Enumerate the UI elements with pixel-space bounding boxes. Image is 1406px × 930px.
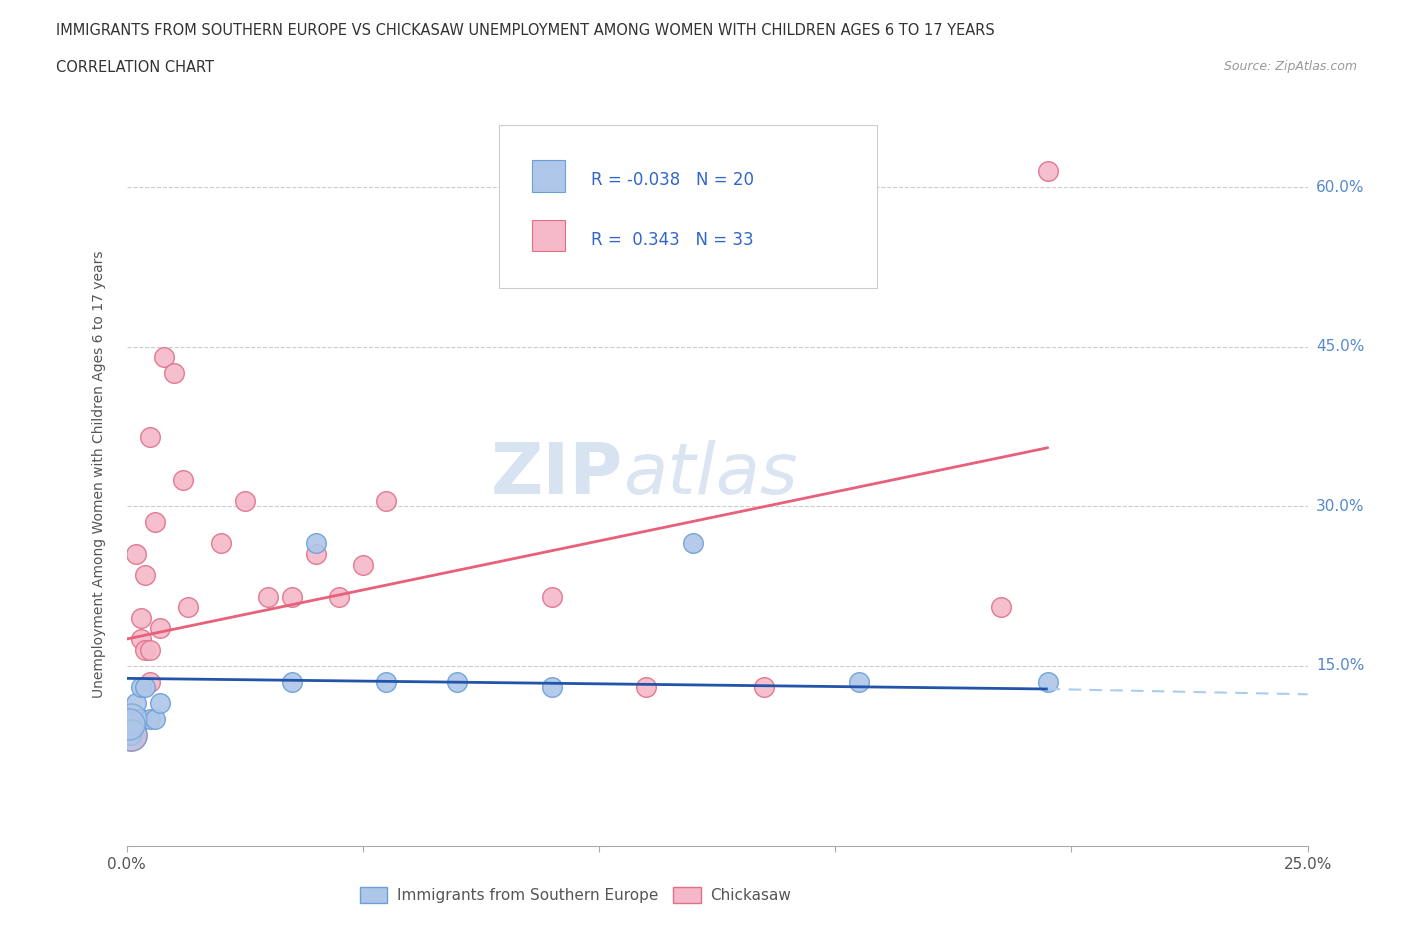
Text: atlas: atlas <box>623 440 797 509</box>
Point <box>120 727 142 742</box>
Point <box>304 547 326 562</box>
Point <box>754 680 776 695</box>
Point <box>125 547 148 562</box>
Point <box>120 722 142 737</box>
Bar <box>531 219 565 251</box>
Point <box>1036 164 1059 179</box>
Bar <box>531 160 565 192</box>
Point <box>540 680 562 695</box>
Text: 30.0%: 30.0% <box>1316 498 1364 513</box>
Point <box>375 674 398 689</box>
FancyBboxPatch shape <box>499 125 876 288</box>
Point <box>129 711 152 726</box>
Point <box>129 631 152 646</box>
Text: R = -0.038   N = 20: R = -0.038 N = 20 <box>591 171 754 190</box>
Point <box>233 494 256 509</box>
Point <box>134 680 156 695</box>
Point <box>129 610 152 625</box>
Point <box>139 643 162 658</box>
Point <box>125 696 148 711</box>
Text: Source: ZipAtlas.com: Source: ZipAtlas.com <box>1223 60 1357 73</box>
Point <box>446 674 468 689</box>
Point <box>375 494 398 509</box>
Point <box>990 600 1012 615</box>
Point <box>120 727 142 742</box>
Point <box>540 589 562 604</box>
Point <box>129 680 152 695</box>
Point <box>120 727 142 742</box>
Point <box>120 717 142 732</box>
Point <box>149 621 172 636</box>
Point <box>281 589 304 604</box>
Point <box>125 711 148 726</box>
Point <box>134 643 156 658</box>
Text: ZIP: ZIP <box>491 440 623 509</box>
Text: CORRELATION CHART: CORRELATION CHART <box>56 60 214 75</box>
Point <box>163 365 186 380</box>
Point <box>1036 674 1059 689</box>
Legend: Immigrants from Southern Europe, Chickasaw: Immigrants from Southern Europe, Chickas… <box>354 881 797 910</box>
Text: R =  0.343   N = 33: R = 0.343 N = 33 <box>591 231 754 249</box>
Point <box>636 680 658 695</box>
Point <box>257 589 280 604</box>
Point <box>848 674 870 689</box>
Point <box>139 674 162 689</box>
Point <box>120 727 142 742</box>
Point <box>139 430 162 445</box>
Text: IMMIGRANTS FROM SOUTHERN EUROPE VS CHICKASAW UNEMPLOYMENT AMONG WOMEN WITH CHILD: IMMIGRANTS FROM SOUTHERN EUROPE VS CHICK… <box>56 23 995 38</box>
Text: 60.0%: 60.0% <box>1316 179 1364 194</box>
Point <box>120 711 142 726</box>
Point <box>209 536 232 551</box>
Text: 15.0%: 15.0% <box>1316 658 1364 673</box>
Point <box>177 600 200 615</box>
Point <box>120 722 142 737</box>
Point <box>118 717 141 732</box>
Y-axis label: Unemployment Among Women with Children Ages 6 to 17 years: Unemployment Among Women with Children A… <box>91 250 105 698</box>
Point <box>139 711 162 726</box>
Point <box>304 536 326 551</box>
Point <box>134 568 156 583</box>
Point <box>125 727 148 742</box>
Point <box>120 711 142 726</box>
Point <box>120 722 142 737</box>
Point <box>172 472 194 487</box>
Point <box>352 557 374 572</box>
Point <box>682 536 704 551</box>
Point <box>153 350 176 365</box>
Point <box>328 589 350 604</box>
Point <box>143 514 166 529</box>
Point <box>143 711 166 726</box>
Point <box>120 727 142 742</box>
Point <box>118 722 141 737</box>
Point <box>120 717 142 732</box>
Point <box>125 727 148 742</box>
Text: 45.0%: 45.0% <box>1316 339 1364 354</box>
Point <box>149 696 172 711</box>
Point <box>281 674 304 689</box>
Point <box>120 727 142 742</box>
